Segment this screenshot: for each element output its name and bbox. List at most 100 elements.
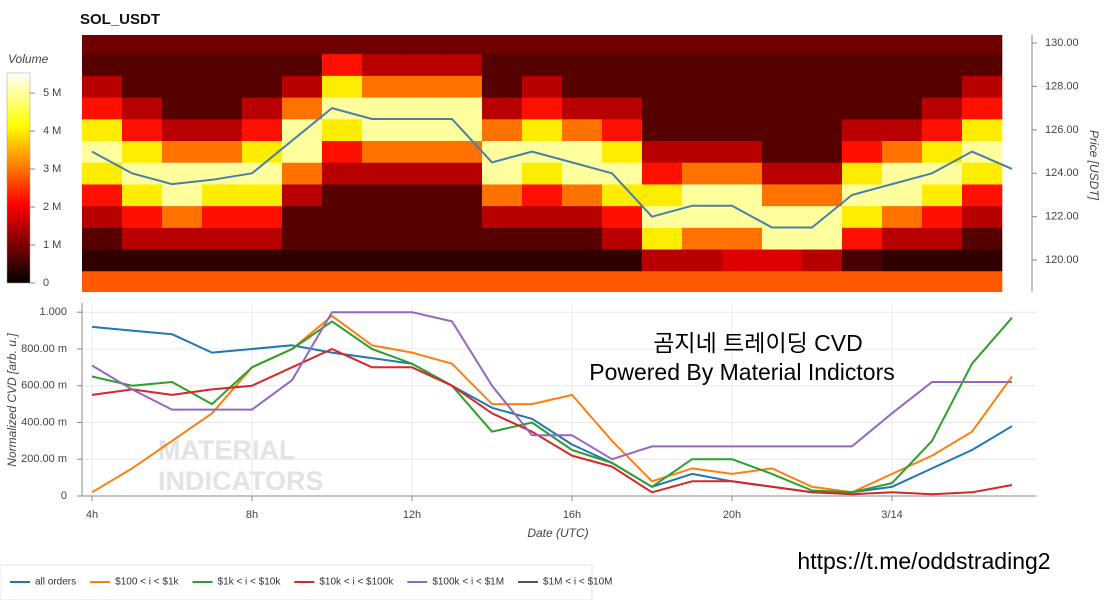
- heat-cell: [882, 184, 923, 207]
- heat-cell: [202, 35, 243, 55]
- heat-cell: [202, 205, 243, 228]
- heat-cell: [922, 249, 963, 272]
- cvd-line: [91, 311, 1012, 461]
- heat-cell: [922, 270, 963, 292]
- heat-cell: [282, 35, 323, 55]
- heat-cell: [842, 140, 883, 163]
- heat-cell: [362, 140, 403, 163]
- heat-cell: [402, 97, 443, 120]
- heat-cell: [802, 140, 843, 163]
- colorbar-tick-label: 5 M: [43, 87, 61, 99]
- heat-cell: [242, 162, 283, 185]
- heat-cell: [762, 35, 803, 55]
- heat-cell: [602, 75, 643, 98]
- colorbar-tick-label: 1 M: [43, 239, 61, 251]
- heat-cell: [842, 97, 883, 120]
- heat-cell: [522, 227, 563, 250]
- heat-cell: [362, 270, 403, 292]
- heat-cell: [322, 97, 363, 120]
- heat-cell: [642, 184, 683, 207]
- y-axis-label: Price [USDT]: [1087, 130, 1101, 201]
- heat-cell: [722, 35, 763, 55]
- heat-cell: [842, 227, 883, 250]
- heat-cell: [562, 140, 603, 163]
- heat-cell: [922, 53, 963, 76]
- heat-cell: [842, 162, 883, 185]
- heat-cell: [162, 227, 203, 250]
- heat-cell: [442, 227, 483, 250]
- cvd-line: [91, 314, 1013, 494]
- y-tick-label: 124.00: [1045, 167, 1079, 179]
- heat-cell: [202, 227, 243, 250]
- y-tick-label: 800.00 m: [21, 343, 67, 355]
- heat-cell: [642, 227, 683, 250]
- heat-cell: [882, 140, 923, 163]
- heat-cell: [402, 205, 443, 228]
- heat-cell: [202, 119, 243, 142]
- heat-cell: [242, 184, 283, 207]
- heat-cell: [242, 270, 283, 292]
- heat-cell: [522, 75, 563, 98]
- heat-cell: [162, 53, 203, 76]
- heat-cell: [922, 162, 963, 185]
- heat-cell: [722, 75, 763, 98]
- heat-cell: [162, 205, 203, 228]
- heat-cell: [762, 53, 803, 76]
- heat-cell: [522, 249, 563, 272]
- heat-cell: [122, 53, 163, 76]
- y-tick-label: 1.000: [39, 306, 67, 318]
- heat-cell: [962, 205, 1003, 228]
- heat-cell: [242, 205, 283, 228]
- heat-cell: [442, 162, 483, 185]
- heat-cell: [442, 35, 483, 55]
- chart-title: SOL_USDT: [80, 11, 160, 28]
- heat-cell: [802, 97, 843, 120]
- heat-cell: [442, 205, 483, 228]
- x-tick-label: 4h: [86, 509, 98, 521]
- heat-cell: [282, 140, 323, 163]
- heat-cell: [322, 270, 363, 292]
- y-tick-label: 200.00 m: [21, 453, 67, 465]
- heat-cell: [562, 227, 603, 250]
- heat-cell: [922, 119, 963, 142]
- heat-cell: [282, 249, 323, 272]
- heat-cell: [362, 35, 403, 55]
- heat-cell: [82, 184, 123, 207]
- heat-cell: [202, 249, 243, 272]
- heat-cell: [362, 53, 403, 76]
- heat-cell: [602, 35, 643, 55]
- legend-label: $100k < i < $1M: [432, 577, 504, 588]
- heat-cell: [962, 227, 1003, 250]
- heat-cell: [722, 53, 763, 76]
- heat-cell: [322, 162, 363, 185]
- heat-cell: [362, 75, 403, 98]
- heat-cell: [402, 140, 443, 163]
- heat-cell: [562, 53, 603, 76]
- heat-cell: [682, 184, 723, 207]
- heat-cell: [242, 35, 283, 55]
- y-tick-label: 122.00: [1045, 211, 1079, 223]
- heat-cell: [922, 97, 963, 120]
- heat-cell: [922, 75, 963, 98]
- heat-cell: [442, 53, 483, 76]
- heat-cell: [162, 35, 203, 55]
- heat-cell: [162, 75, 203, 98]
- heat-cell: [922, 205, 963, 228]
- heat-cell: [402, 162, 443, 185]
- heat-cell: [202, 270, 243, 292]
- heat-cell: [802, 227, 843, 250]
- heat-cell: [842, 249, 883, 272]
- watermark: MATERIAL: [158, 435, 295, 465]
- heat-cell: [962, 53, 1003, 76]
- heat-cell: [602, 140, 643, 163]
- heat-cell: [642, 249, 683, 272]
- heat-cell: [122, 270, 163, 292]
- heat-cell: [522, 205, 563, 228]
- x-axis-label: Date (UTC): [527, 526, 588, 540]
- heat-cell: [842, 75, 883, 98]
- heat-cell: [402, 184, 443, 207]
- heat-cell: [522, 270, 563, 292]
- heat-cell: [82, 35, 123, 55]
- heat-cell: [202, 53, 243, 76]
- heat-cell: [642, 119, 683, 142]
